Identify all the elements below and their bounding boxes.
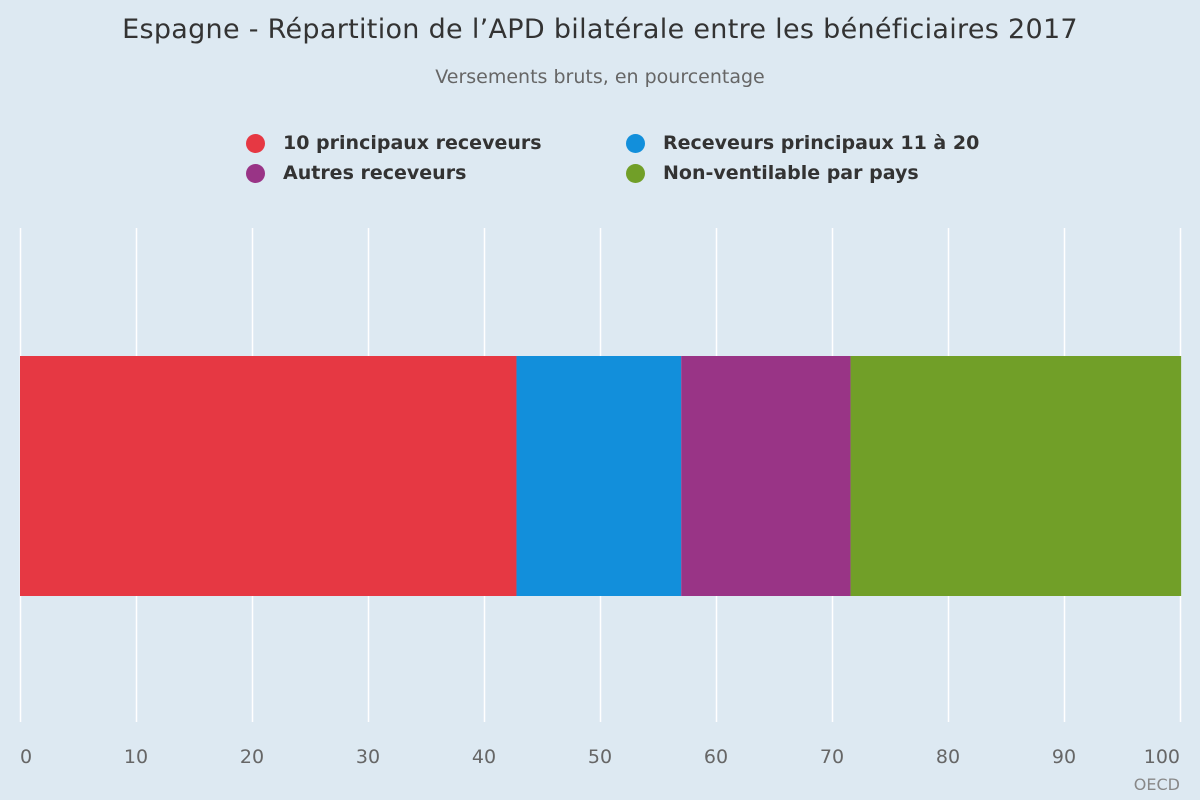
legend-item[interactable]: Non-ventilable par pays	[626, 162, 919, 184]
bar-segment[interactable]	[681, 356, 851, 596]
bar-segment[interactable]	[850, 356, 1182, 596]
x-tick-label: 60	[704, 746, 728, 768]
chart-subtitle: Versements bruts, en pourcentage	[435, 66, 765, 88]
bar-segment[interactable]	[20, 356, 517, 596]
legend-label: Non-ventilable par pays	[663, 162, 919, 184]
x-axis-ticks: 0 10 20 30 40 50 60 70 80 90 100	[20, 746, 1180, 768]
legend-marker	[626, 163, 645, 183]
legend-marker	[246, 133, 265, 153]
bars	[20, 356, 1182, 596]
x-tick-label: 100	[1144, 746, 1180, 768]
legend-label: 10 principaux receveurs	[283, 132, 542, 154]
chart-title: Espagne - Répartition de l’APD bilatéral…	[122, 14, 1078, 45]
legend-item[interactable]: 10 principaux receveurs	[246, 132, 542, 154]
legend: 10 principaux receveurs Receveurs princip…	[0, 132, 1200, 194]
legend-label: Autres receveurs	[283, 162, 467, 184]
x-tick-label: 10	[124, 746, 148, 768]
x-tick-label: 40	[472, 746, 496, 768]
credit-oecd[interactable]: OECD	[1133, 775, 1180, 794]
legend-marker	[626, 133, 645, 153]
legend-marker	[246, 163, 265, 183]
x-tick-label: 70	[820, 746, 844, 768]
legend-label: Receveurs principaux 11 à 20	[663, 132, 980, 154]
x-tick-label: 20	[240, 746, 264, 768]
legend-item[interactable]: Receveurs principaux 11 à 20	[626, 132, 979, 154]
bar-segment[interactable]	[516, 356, 682, 596]
legend-item[interactable]: Autres receveurs	[246, 162, 466, 184]
x-tick-label: 0	[20, 746, 32, 768]
x-tick-label: 30	[356, 746, 380, 768]
x-tick-label: 80	[936, 746, 960, 768]
x-tick-label: 50	[588, 746, 612, 768]
x-tick-label: 90	[1052, 746, 1076, 768]
